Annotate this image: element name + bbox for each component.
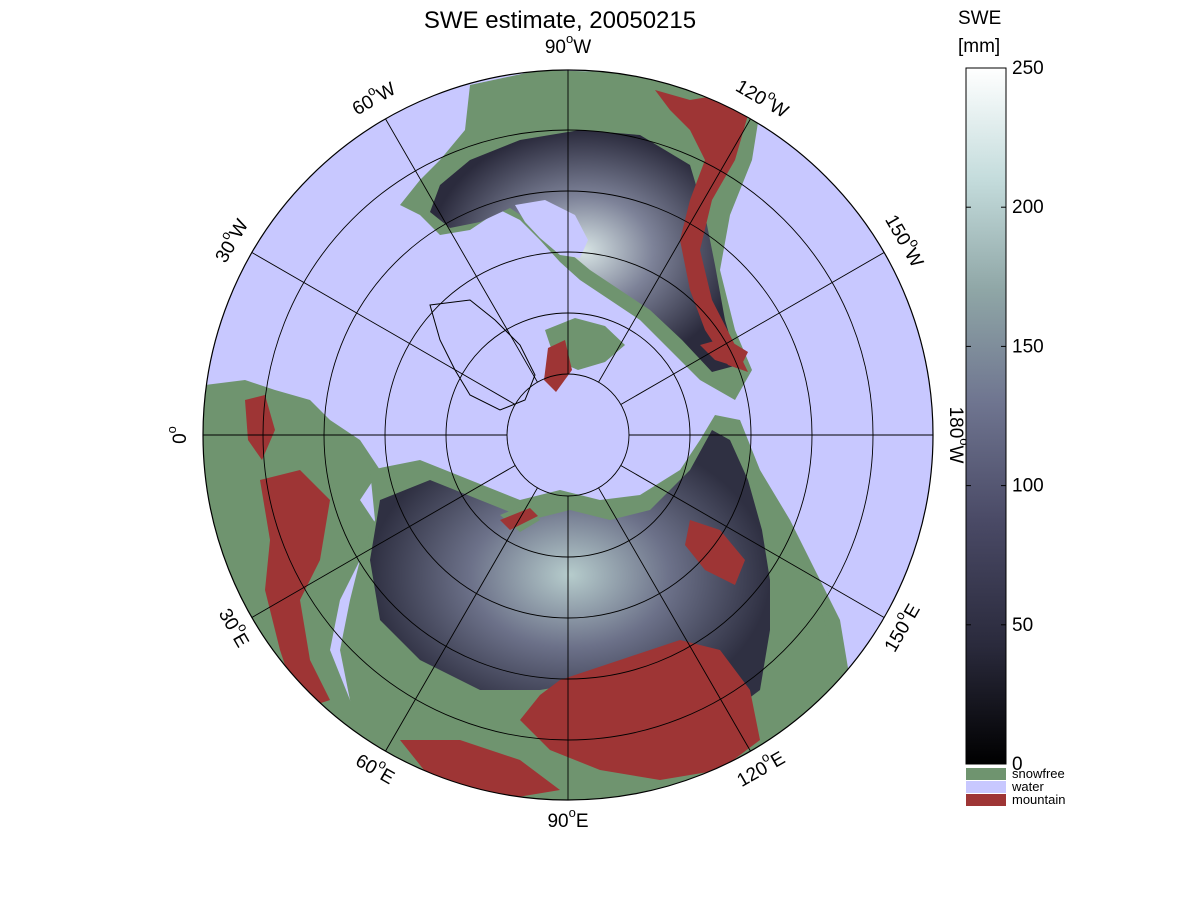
map-frame	[202, 69, 934, 801]
colorbar-ticks: 250 200 150 100 50 0	[966, 58, 1044, 775]
meridian-line	[620, 252, 885, 405]
east-siberia-mountains	[685, 520, 745, 585]
meridian-line	[385, 487, 538, 752]
meridian-line	[598, 487, 751, 752]
graticule	[202, 69, 934, 801]
colorbar-tick-label: 0	[1012, 754, 1023, 775]
map-title: SWE estimate, 20050215	[424, 7, 696, 34]
longitude-label: 180oW	[945, 407, 972, 464]
europe-mountains	[260, 470, 330, 710]
colorbar-tick-label: 250	[1012, 58, 1044, 79]
colorbar-tick-label: 50	[1012, 615, 1033, 636]
greenland	[429, 299, 536, 411]
longitude-label: 60oW	[346, 74, 399, 120]
colorbar-tick-label: 200	[1012, 197, 1044, 218]
hudson-bay	[515, 200, 588, 258]
category-swatch-snowfree	[966, 768, 1006, 780]
colorbar-label-units: [mm]	[958, 36, 1000, 57]
meridians	[203, 70, 933, 800]
siberia-mountains	[520, 640, 760, 780]
category-label-mountain: mountain	[1012, 792, 1065, 807]
kamchatka	[790, 560, 830, 660]
colorbar-gradient	[965, 67, 1007, 765]
north-america-snowpack	[430, 130, 738, 372]
colorbar-label-variable: SWE	[958, 8, 1001, 29]
meridian-line	[620, 465, 885, 618]
alaska-mountains	[700, 338, 748, 368]
polar-map: 90oW120oW150oW180oW150oE120oE90oE60oE30o…	[164, 31, 971, 832]
colorbar-tick-label: 100	[1012, 476, 1044, 497]
longitude-label: 30oW	[207, 213, 253, 266]
longitude-label: 90oW	[545, 31, 591, 58]
category-label-water: water	[1011, 779, 1044, 794]
meridian-line	[251, 252, 516, 405]
arctic-islands-mountain	[544, 340, 572, 392]
colorbar: SWE [mm] 250 200 150 100 50 0 snowfreewatermo…	[958, 8, 1065, 807]
category-label-snowfree: snowfree	[1012, 766, 1065, 781]
colorbar-tick-label: 150	[1012, 336, 1044, 357]
meridian-line	[598, 118, 751, 383]
meridian-line	[385, 118, 538, 383]
land-masses	[203, 70, 850, 800]
category-swatch-mountain	[966, 794, 1006, 806]
longitude-label: 0o	[164, 426, 191, 444]
meridian-line	[251, 465, 516, 618]
scandinavia-mountains	[245, 395, 275, 460]
longitude-label: 90oE	[547, 805, 588, 832]
category-swatch-water	[966, 781, 1006, 793]
